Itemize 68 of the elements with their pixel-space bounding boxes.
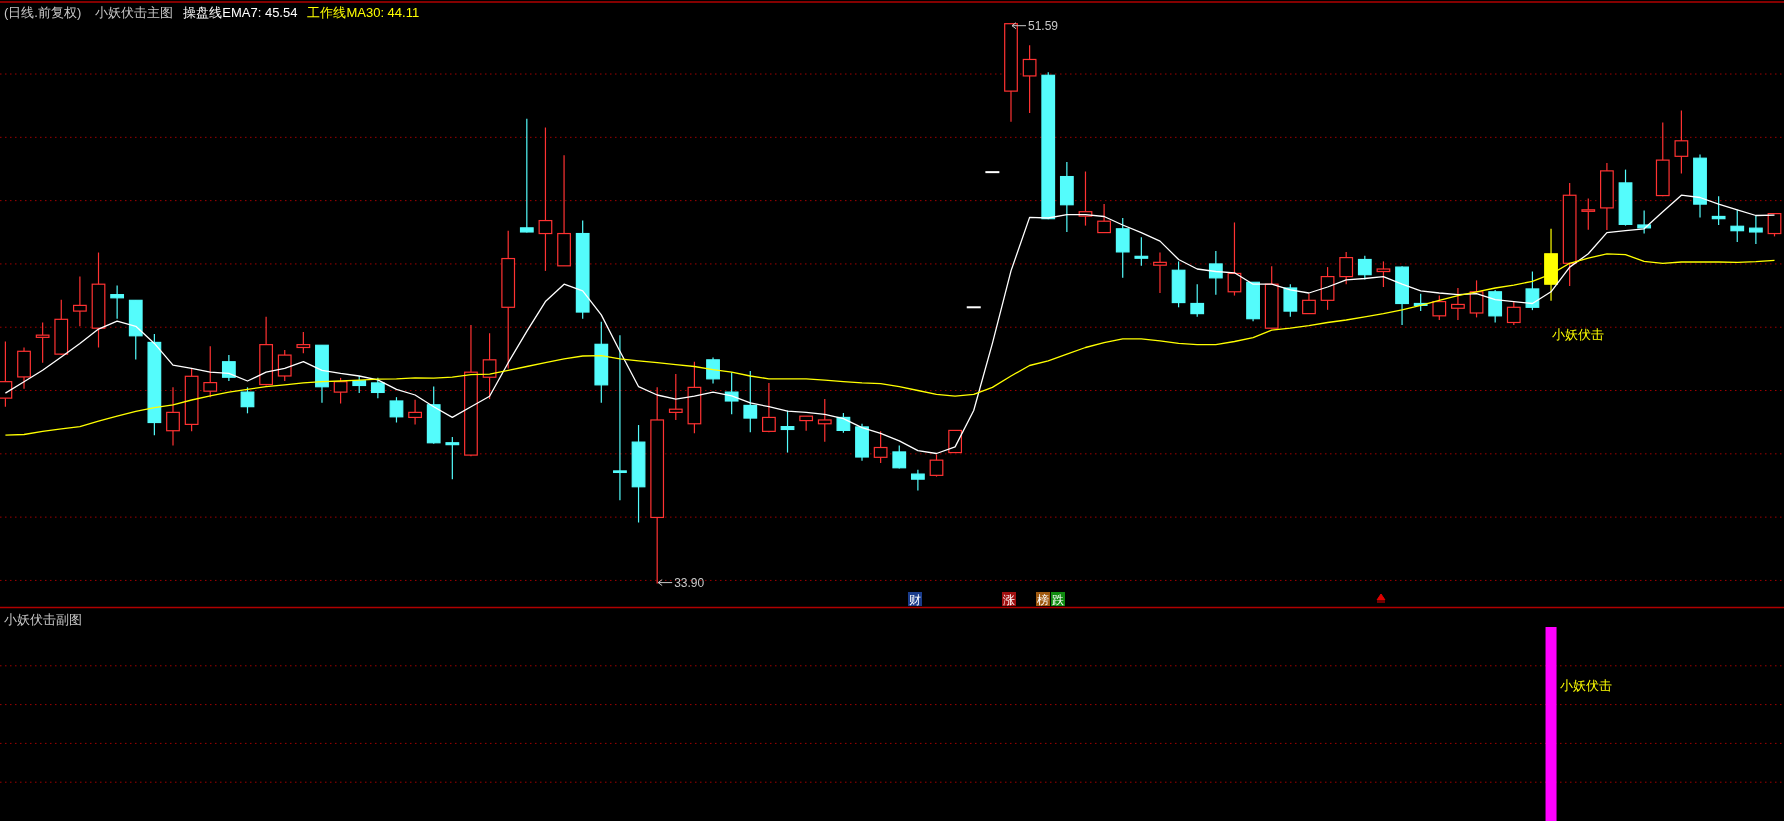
candlestick: [1711, 195, 1726, 226]
candlestick: [762, 382, 776, 433]
chart-title: (日线.前复权): [4, 5, 82, 20]
candlestick: [240, 386, 255, 414]
candlestick: [1339, 251, 1354, 285]
candlestick: [1432, 294, 1447, 321]
candlestick: [1525, 270, 1540, 311]
candlestick: [110, 284, 125, 320]
candlestick: [277, 349, 292, 382]
candlestick: [910, 469, 925, 492]
candlestick: [445, 436, 460, 480]
candlestick: [966, 306, 981, 309]
candlestick: [1581, 197, 1596, 231]
text: 涨: [1003, 593, 1015, 607]
candlestick: [1637, 209, 1652, 235]
text: 榜: [1037, 593, 1049, 607]
annotation: 小妖伏击: [1552, 326, 1605, 342]
candlestick: [1506, 300, 1521, 326]
candlestick: [929, 453, 944, 478]
candlestick: [482, 332, 497, 400]
candlestick: [743, 370, 758, 433]
annotation: 51.59: [1027, 18, 1059, 33]
annotation: 小妖伏击: [1560, 678, 1613, 693]
annotation: 33.90: [674, 575, 705, 590]
candlestick: [817, 398, 832, 443]
candlestick: [1153, 251, 1167, 294]
candlestick: [1357, 255, 1372, 281]
text: 操盘线EMA7: 45.54: [183, 5, 298, 20]
chart-subtitle: 小妖伏击主图: [95, 5, 174, 20]
candlestick: [1208, 250, 1223, 296]
candlestick: [389, 396, 404, 424]
candlestick: [519, 118, 534, 234]
candlestick: [1115, 217, 1130, 279]
candlestick: [836, 412, 851, 434]
candlestick: [1022, 44, 1037, 114]
text: 财: [909, 593, 921, 607]
chart-title: 小妖伏击副图: [4, 612, 82, 627]
candlestick: [1097, 203, 1111, 234]
candlestick: [1674, 109, 1689, 175]
candlestick: [1283, 283, 1298, 318]
text: 工作线MA30: 44.11: [307, 5, 420, 20]
candlestick: [166, 386, 180, 447]
candlestick: [203, 345, 218, 398]
candlestick: [1134, 236, 1149, 267]
candlestick: [873, 430, 888, 464]
candlestick: [333, 377, 348, 405]
candlestick: [1730, 209, 1745, 243]
candlestick: [1302, 293, 1316, 315]
candlestick: [706, 357, 720, 385]
candlestick: [72, 275, 87, 327]
candlestick: [1767, 213, 1782, 237]
candlestick: [408, 399, 422, 425]
candlestick: [0, 340, 13, 408]
candlestick: [1376, 260, 1391, 288]
candlestick: [668, 373, 683, 421]
candlestick: [985, 171, 1000, 174]
candlestick: [538, 126, 553, 272]
candlestick: [948, 429, 963, 454]
candlestick: [613, 334, 627, 501]
text: 跌: [1052, 593, 1064, 607]
candlestick: [35, 321, 50, 364]
candlestick: [780, 409, 795, 454]
candlestick: [1748, 214, 1763, 245]
candlestick: [1451, 287, 1465, 321]
candlestick: [221, 354, 236, 382]
candlestick: [1320, 266, 1335, 311]
candlestick: [296, 331, 311, 354]
candlestick: [1190, 283, 1205, 318]
